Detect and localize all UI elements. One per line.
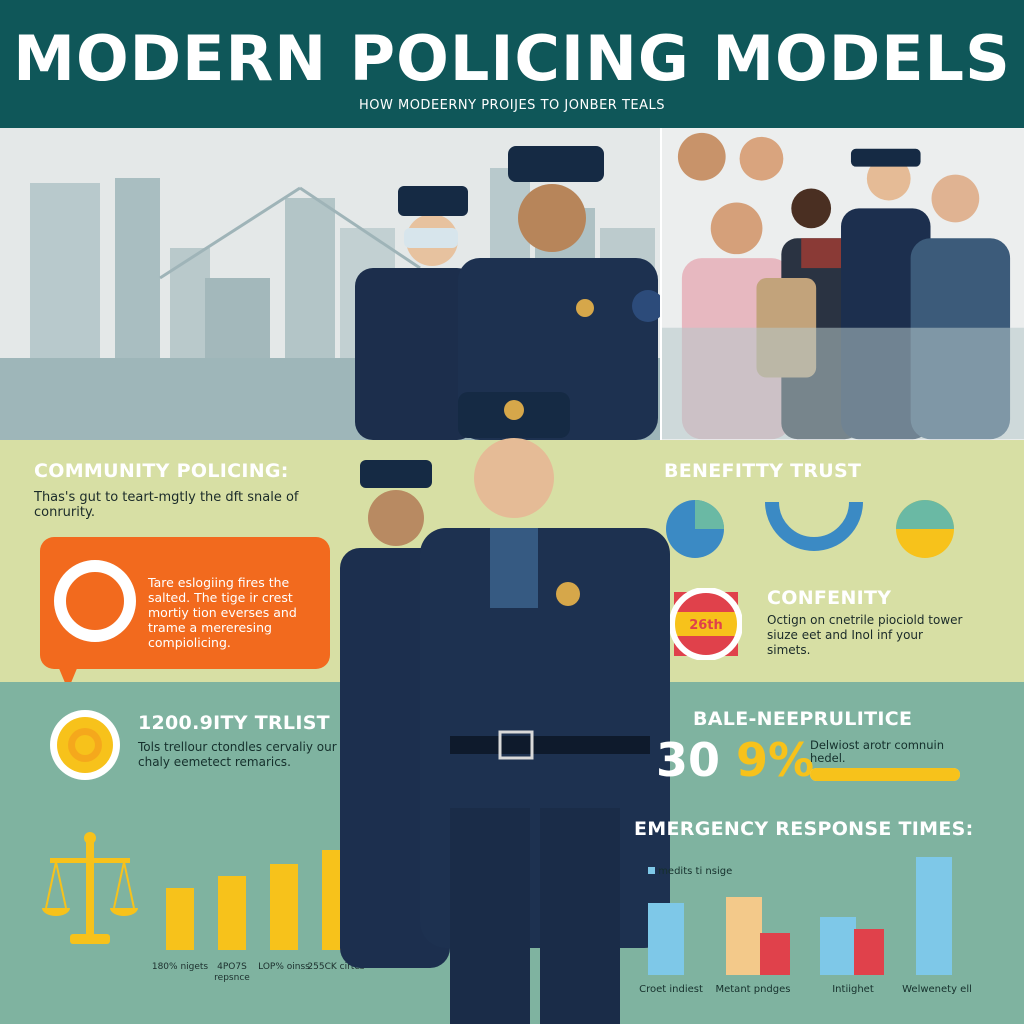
emergency-legend: medits ti nsige	[648, 866, 732, 877]
bale-progress-track	[810, 768, 960, 781]
sun-badge-icon	[50, 710, 120, 780]
confenity-badge: 26th	[670, 588, 742, 660]
bale-big-number: 30 9%	[656, 733, 814, 787]
confenity-text: Octign on cnetrile piociold tower siuze …	[767, 613, 963, 657]
community-text: Thas's gut to teart-mgtly the dft snale …	[34, 490, 299, 520]
trust-heading: 1200.9ITY TRLIST	[138, 712, 330, 734]
response-bar-3-1	[820, 917, 856, 975]
left-bar-3	[270, 864, 298, 950]
page-title: MODERN POLICING MODELS	[13, 22, 1011, 95]
response-bar-3-2	[854, 929, 884, 975]
emergency-heading: EMERGENCY RESPONSE TIMES:	[634, 818, 974, 840]
warning-icon	[54, 560, 136, 642]
left-bar-1	[166, 888, 194, 950]
community-callout	[40, 537, 330, 669]
response-bar-4-1	[916, 857, 952, 975]
callout-text: Tare eslogiing fires the salted. The tig…	[148, 575, 297, 650]
community-crowd-illustration	[660, 128, 1024, 440]
response-bar-1-1	[648, 903, 684, 975]
trust-text: Tols trellour ctondles cervaliy our chal…	[138, 740, 337, 769]
bale-heading: BALE-NEEPRULITICE	[693, 708, 913, 730]
emergency-bar-chart	[648, 857, 952, 975]
response-bar-2-2	[760, 933, 790, 975]
officer-figure-front	[420, 392, 670, 1024]
left-bar-label-1: 180% nigets	[151, 962, 209, 972]
confenity-heading: CONFENITY	[767, 587, 892, 609]
emergency-legend-swatch	[648, 867, 655, 874]
bale-number-a: 30	[656, 733, 721, 787]
bale-progress-fill	[810, 768, 960, 781]
confenity-badge-text: 26th	[689, 618, 723, 633]
response-bar-2-1	[726, 897, 762, 975]
benefits-pie-right	[896, 500, 954, 558]
bale-number-b: 9%	[736, 733, 815, 787]
officer-figure-left	[355, 186, 475, 440]
benefits-pie-left	[666, 500, 724, 558]
benefits-charts	[666, 500, 954, 558]
benefits-heading: BENEFITTY TRUST	[664, 460, 862, 482]
response-label-4: Welwenety ell	[902, 984, 972, 995]
benefits-arc-center	[765, 501, 863, 551]
response-label-1: Croet indiest	[639, 984, 703, 995]
response-label-3: Intiighet	[832, 984, 874, 995]
emergency-legend-text: medits ti nsige	[658, 866, 733, 877]
left-bar-label-2: 4PO7S repsnce	[214, 962, 250, 983]
scales-of-justice-icon	[42, 832, 138, 944]
left-bar-2	[218, 876, 246, 950]
community-heading: COMMUNITY POLICING:	[34, 460, 289, 482]
left-bar-label-3: LOP% oinss	[258, 962, 310, 972]
header: MODERN POLICING MODELS HOW MODEERNY PROI…	[0, 0, 1024, 128]
response-label-2: Metant pndges	[715, 984, 791, 995]
page-subtitle: HOW MODEERNY PROIJES TO JONBER TEALS	[358, 98, 666, 113]
left-bar-label-4: 255CK cirtes	[307, 962, 365, 972]
bale-text: Delwiost arotr comnuin hedel.	[810, 738, 944, 765]
officer-figure-group	[340, 392, 670, 1024]
